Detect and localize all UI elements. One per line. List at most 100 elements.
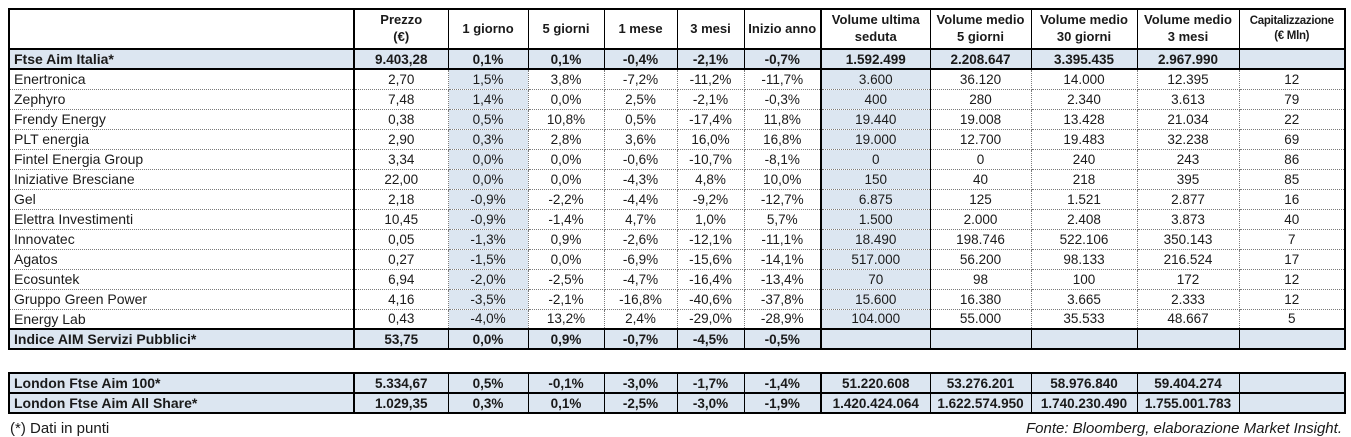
value-cell: 0,0% <box>528 89 605 110</box>
value-cell <box>930 328 1032 350</box>
value-cell: 3.873 <box>1137 209 1240 230</box>
value-cell: 6.875 <box>820 189 931 210</box>
value-cell: 98.133 <box>1031 249 1138 270</box>
value-cell: 15.600 <box>820 289 931 310</box>
value-cell: -9,2% <box>677 189 745 210</box>
value-cell: -4,3% <box>604 169 678 190</box>
table-row: Indice AIM Servizi Pubblici* 53,75 0,0% 0,9… <box>9 328 1346 350</box>
footer: (*) Dati in punti Fonte: Bloomberg, elab… <box>8 418 1344 437</box>
table-row: Zephyro 7,48 1,4% 0,0% 2,5% -2,1% -0,3% 400 280 2… <box>9 89 1346 110</box>
value-cell: 53.276.201 <box>930 372 1032 394</box>
value-cell: 3.600 <box>820 69 931 90</box>
value-cell: -0,4% <box>604 48 678 70</box>
value-cell: 0,5% <box>448 372 529 394</box>
row-name-cell: Frendy Energy <box>9 109 355 130</box>
value-cell: 0,9% <box>528 229 605 250</box>
row-name-cell: Gel <box>9 189 355 210</box>
value-cell: -8,1% <box>744 149 822 170</box>
column-header: Volume medio 3 mesi <box>1136 8 1240 50</box>
value-cell: 22 <box>1239 109 1346 130</box>
value-cell: 1.740.230.490 <box>1031 392 1138 414</box>
table-row: Frendy Energy 0,38 0,5% 10,8% 0,5% -17,4% 11,8… <box>9 109 1346 130</box>
value-cell: 0,0% <box>528 249 605 270</box>
value-cell: 104.000 <box>820 309 931 330</box>
value-cell: -15,6% <box>677 249 745 270</box>
value-cell: -1,4% <box>528 209 605 230</box>
value-cell: -7,2% <box>604 69 678 90</box>
table-spacer <box>8 350 1344 372</box>
value-cell: 7 <box>1239 229 1346 250</box>
value-cell: -0,9% <box>448 209 529 230</box>
value-cell: 400 <box>820 89 931 110</box>
value-cell: 3,8% <box>528 69 605 90</box>
value-cell: 11,8% <box>744 109 822 130</box>
value-cell: 0,0% <box>448 149 529 170</box>
value-cell: 0,43 <box>354 309 449 330</box>
value-cell: 16,8% <box>744 129 822 150</box>
table-row: London Ftse Aim 100* 5.334,67 0,5% -0,1% -3,… <box>9 372 1346 394</box>
column-header: Volume medio 30 giorni <box>1030 8 1138 50</box>
value-cell: 40 <box>1239 209 1346 230</box>
value-cell: 10,8% <box>528 109 605 130</box>
value-cell: 0,9% <box>528 328 605 350</box>
value-cell: 1.420.424.064 <box>820 392 931 414</box>
value-cell: 17 <box>1239 249 1346 270</box>
value-cell: 1.592.499 <box>820 48 931 70</box>
table-row: Enertronica 2,70 1,5% 3,8% -7,2% -11,2% -11,7%… <box>9 69 1346 90</box>
column-header: Inizio anno <box>743 8 822 50</box>
value-cell: 172 <box>1137 269 1240 290</box>
column-header <box>8 8 355 50</box>
value-cell: -2,1% <box>528 289 605 310</box>
value-cell: 19.483 <box>1031 129 1138 150</box>
footer-source: Fonte: Bloomberg, elaborazione Market In… <box>1025 420 1342 437</box>
value-cell: 69 <box>1239 129 1346 150</box>
table-row: Fintel Energia Group 3,34 0,0% 0,0% -0,6% -10… <box>9 149 1346 170</box>
value-cell: 2,18 <box>354 189 449 210</box>
value-cell: -11,1% <box>744 229 822 250</box>
value-cell: 0,0% <box>448 328 529 350</box>
value-cell: 0,1% <box>448 48 529 70</box>
column-header: 3 mesi <box>676 8 745 50</box>
value-cell: 19.000 <box>820 129 931 150</box>
value-cell: 40 <box>930 169 1032 190</box>
value-cell: 1.029,35 <box>354 392 449 414</box>
value-cell: 1,5% <box>448 69 529 90</box>
value-cell: -28,9% <box>744 309 822 330</box>
value-cell: 32.238 <box>1137 129 1240 150</box>
value-cell: 1.521 <box>1031 189 1138 210</box>
value-cell: -0,9% <box>448 189 529 210</box>
value-cell: 517.000 <box>820 249 931 270</box>
london-table-body: London Ftse Aim 100* 5.334,67 0,5% -0,1% -3,… <box>9 372 1346 414</box>
value-cell: 0,05 <box>354 229 449 250</box>
value-cell: -4,7% <box>604 269 678 290</box>
table-row: Energy Lab 0,43 -4,0% 13,2% 2,4% -29,0% -28,9%… <box>9 309 1346 330</box>
value-cell <box>1239 392 1346 414</box>
value-cell: -12,1% <box>677 229 745 250</box>
value-cell: 86 <box>1239 149 1346 170</box>
value-cell: -0,5% <box>744 328 822 350</box>
value-cell <box>1137 328 1240 350</box>
value-cell <box>820 328 931 350</box>
value-cell: 4,16 <box>354 289 449 310</box>
value-cell: 216.524 <box>1137 249 1240 270</box>
value-cell: -4,4% <box>604 189 678 210</box>
value-cell: 2.877 <box>1137 189 1240 210</box>
main-table-body: Ftse Aim Italia* 9.403,28 0,1% 0,1% -0,4% -2,… <box>9 48 1346 350</box>
footer-note: (*) Dati in punti <box>10 420 110 437</box>
value-cell: -4,5% <box>677 328 745 350</box>
value-cell: 0,1% <box>528 392 605 414</box>
row-name-cell: PLT energia <box>9 129 355 150</box>
value-cell: 13.428 <box>1031 109 1138 130</box>
column-header: Volume medio 5 giorni <box>929 8 1032 50</box>
value-cell: 12.700 <box>930 129 1032 150</box>
table-row: Ecosuntek 6,94 -2,0% -2,5% -4,7% -16,4% -13,4%… <box>9 269 1346 290</box>
value-cell: -37,8% <box>744 289 822 310</box>
value-cell: 2.208.647 <box>930 48 1032 70</box>
value-cell: 56.200 <box>930 249 1032 270</box>
value-cell: 1.500 <box>820 209 931 230</box>
value-cell: -2,6% <box>604 229 678 250</box>
value-cell: 16.380 <box>930 289 1032 310</box>
value-cell: 79 <box>1239 89 1346 110</box>
value-cell: 53,75 <box>354 328 449 350</box>
